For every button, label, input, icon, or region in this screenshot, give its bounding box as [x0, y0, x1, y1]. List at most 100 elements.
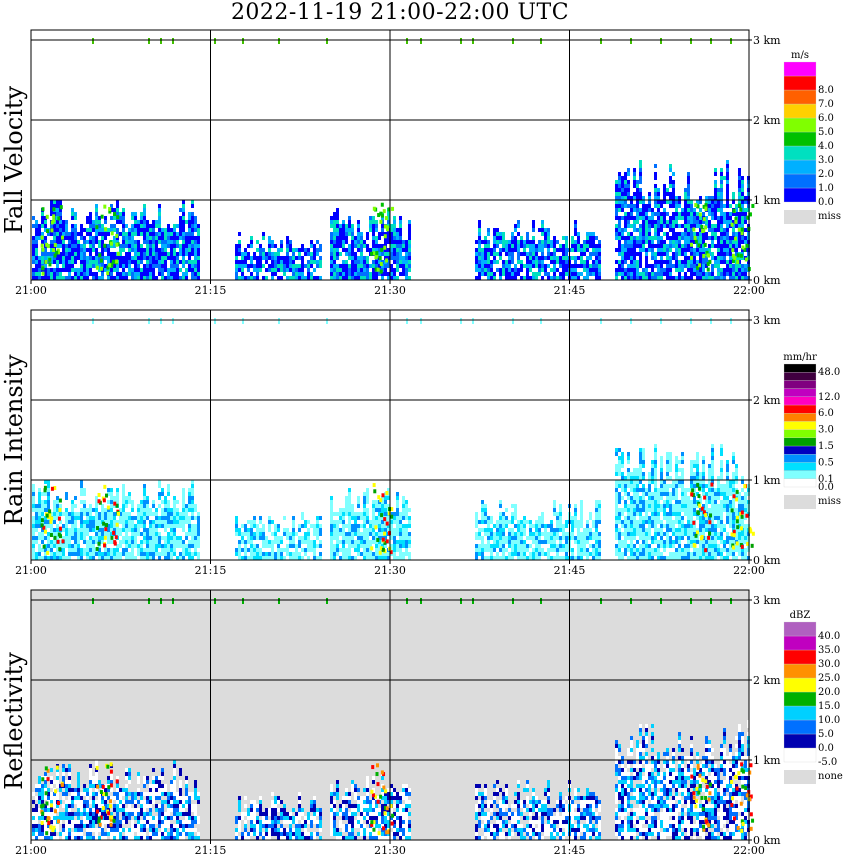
colorbar-label: 20.0 — [818, 687, 840, 698]
y-tick-label: 0 km — [753, 274, 781, 287]
x-tick-label: 21:45 — [554, 844, 586, 857]
colorbar-miss-label: miss — [818, 211, 841, 222]
x-tick-label: 21:00 — [15, 284, 47, 297]
colorbar-swatch — [783, 187, 817, 203]
colorbar-label: 5.0 — [818, 729, 834, 740]
colorbar-swatch — [783, 404, 817, 414]
colorbar-swatch — [783, 372, 817, 381]
x-tick-label: 22:00 — [733, 844, 765, 857]
colorbar-label: 35.0 — [818, 645, 840, 656]
colorbar-swatch — [783, 691, 817, 707]
colorbar-label: 4.0 — [818, 141, 834, 152]
colorbar-label: 0.0 — [818, 482, 834, 493]
y-tick-label: 0 km — [753, 554, 781, 567]
y-tick-label: 3 km — [753, 34, 781, 47]
colorbar-swatch — [783, 663, 817, 679]
colorbar-swatch — [783, 649, 817, 665]
colorbar-unit: mm/hr — [783, 352, 817, 363]
colorbar-swatch — [783, 621, 817, 637]
colorbar-label: 40.0 — [818, 631, 840, 642]
colorbar-label: 48.0 — [818, 367, 840, 378]
colorbar-swatch — [783, 159, 817, 175]
colorbar-swatch — [783, 445, 817, 455]
colorbar-swatch — [783, 705, 817, 721]
y-tick-label: 1 km — [753, 754, 781, 767]
x-tick-label: 21:45 — [554, 284, 586, 297]
colorbar-swatch — [783, 396, 817, 406]
colorbar-swatch — [783, 719, 817, 735]
y-tick-label: 2 km — [753, 394, 781, 407]
colorbar-label: 10.0 — [818, 715, 840, 726]
x-tick-label: 21:30 — [374, 844, 406, 857]
colorbar-swatch — [783, 635, 817, 651]
colorbar-swatch — [783, 117, 817, 133]
colorbar-miss-swatch — [784, 770, 816, 784]
colorbar-swatch — [783, 380, 817, 389]
colorbar-swatch — [783, 733, 817, 749]
y-tick-label: 2 km — [753, 674, 781, 687]
colorbar-label: 6.0 — [818, 113, 834, 124]
colorbar-swatch — [783, 145, 817, 161]
x-tick-label: 21:45 — [554, 564, 586, 577]
colorbar-label: 7.0 — [818, 99, 834, 110]
colorbar-miss-swatch — [784, 495, 816, 509]
colorbar-swatch — [783, 421, 817, 430]
x-tick-label: 22:00 — [733, 284, 765, 297]
chart-title: 2022-11-19 21:00-22:00 UTC — [230, 0, 570, 25]
colorbar-label: 25.0 — [818, 673, 840, 684]
colorbar-swatch — [783, 429, 817, 438]
colorbar-swatch — [783, 462, 817, 471]
y-tick-label: 0 km — [753, 834, 781, 847]
colorbar-swatch — [783, 75, 817, 91]
colorbar-label: 0.0 — [818, 743, 834, 754]
colorbar-swatch — [783, 173, 817, 189]
x-tick-label: 21:15 — [195, 844, 227, 857]
colorbar-label: 6.0 — [818, 408, 834, 419]
colorbar-swatch — [783, 89, 817, 105]
colorbar-swatch — [783, 103, 817, 119]
colorbar-miss-label: miss — [818, 496, 841, 507]
colorbar-swatch — [783, 454, 817, 463]
colorbar-miss-swatch — [784, 210, 816, 224]
colorbar-swatch — [783, 413, 817, 422]
colorbar-miss-label: none — [818, 771, 843, 782]
x-tick-label: 21:30 — [374, 564, 406, 577]
colorbar-swatch — [783, 61, 817, 77]
colorbar-label: 0.1 — [818, 474, 834, 485]
x-tick-label: 21:15 — [195, 284, 227, 297]
y-tick-label: 3 km — [753, 594, 781, 607]
colorbar-label: 12.0 — [818, 392, 840, 403]
colorbar-swatch — [783, 470, 817, 479]
colorbar-label: 3.0 — [818, 155, 834, 166]
colorbar-label: 15.0 — [818, 701, 840, 712]
y-tick-label: 3 km — [753, 314, 781, 327]
colorbar-swatch — [783, 478, 817, 488]
colorbar-label: 0.5 — [818, 457, 834, 468]
colorbar-label: 8.0 — [818, 85, 834, 96]
colorbar-unit: m/s — [791, 50, 809, 61]
y-tick-label: 1 km — [753, 194, 781, 207]
colorbar-label: 3.0 — [818, 425, 834, 436]
colorbar-unit: dBZ — [790, 610, 811, 621]
colorbar-label: 5.0 — [818, 127, 834, 138]
x-tick-label: 22:00 — [733, 564, 765, 577]
colorbar-label: 1.0 — [818, 183, 834, 194]
x-tick-label: 21:15 — [195, 564, 227, 577]
colorbar-label: 30.0 — [818, 659, 840, 670]
y-tick-label: 1 km — [753, 474, 781, 487]
colorbar-label: -5.0 — [818, 757, 837, 768]
x-tick-label: 21:00 — [15, 564, 47, 577]
colorbar-swatch — [783, 437, 817, 447]
colorbar-label: 1.5 — [818, 441, 834, 452]
colorbar-label: 2.0 — [818, 169, 834, 180]
colorbar-swatch — [783, 363, 817, 373]
colorbar-swatch — [783, 131, 817, 147]
x-tick-label: 21:30 — [374, 284, 406, 297]
colorbar-swatch — [783, 388, 817, 397]
colorbar-swatch — [783, 747, 817, 763]
colorbar-label: 0.0 — [818, 197, 834, 208]
x-tick-label: 21:00 — [15, 844, 47, 857]
y-tick-label: 2 km — [753, 114, 781, 127]
colorbar-swatch — [783, 677, 817, 693]
